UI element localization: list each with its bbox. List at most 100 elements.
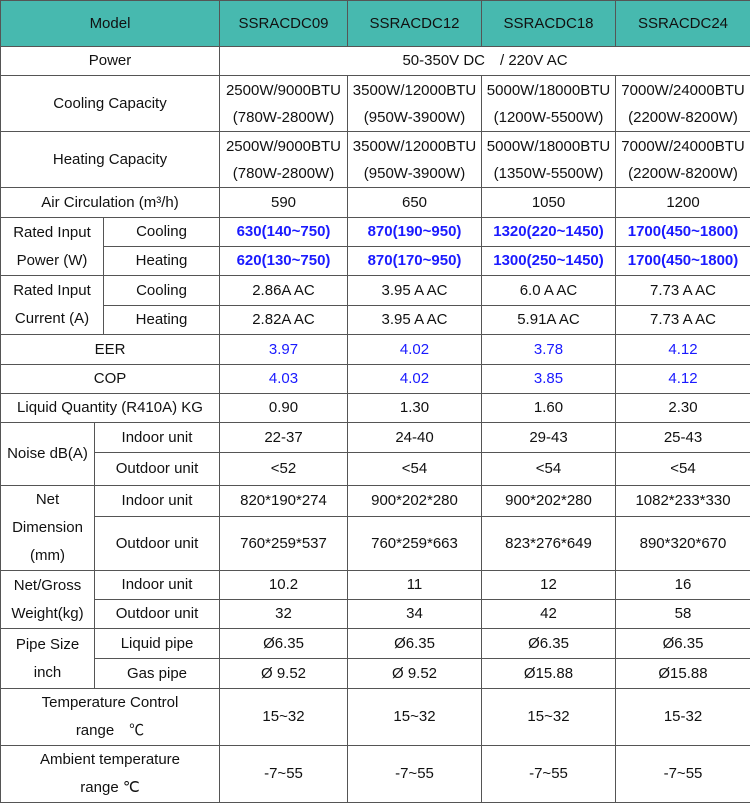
power-row: Power 50-350V DC / 220V AC — [1, 47, 750, 76]
sub-label: Heating — [104, 247, 220, 276]
label-line: range ℃ — [1, 717, 219, 745]
row-label: COP — [1, 365, 220, 394]
cell: 3.97 — [220, 335, 348, 365]
cell-line: (2200W-8200W) — [616, 160, 750, 187]
cell: Ø6.35 — [482, 629, 616, 659]
label-line: Power (W) — [1, 247, 103, 275]
sub-label: Outdoor unit — [95, 453, 220, 486]
cell: 890*320*670 — [616, 517, 750, 571]
cell: 3.85 — [482, 365, 616, 394]
cell: 590 — [220, 188, 348, 218]
cell: Ø6.35 — [348, 629, 482, 659]
row-label: Air Circulation (m³/h) — [1, 188, 220, 218]
label-line: Pipe Size — [1, 631, 94, 659]
cell: 630(140~750) — [220, 218, 348, 247]
cell: 620(130~750) — [220, 247, 348, 276]
cell: 2.82A AC — [220, 306, 348, 335]
noise-outdoor-row: Outdoor unit <52 <54 <54 <54 — [1, 453, 750, 486]
cell: 4.02 — [348, 365, 482, 394]
cell: 4.12 — [616, 335, 750, 365]
cell: 1320(220~1450) — [482, 218, 616, 247]
cell: 42 — [482, 600, 616, 629]
cell: 0.90 — [220, 394, 348, 423]
cell: 1050 — [482, 188, 616, 218]
cell: 760*259*537 — [220, 517, 348, 571]
cell: 25-43 — [616, 423, 750, 453]
cell: 5.91A AC — [482, 306, 616, 335]
sub-label: Cooling — [104, 218, 220, 247]
label-line: Current (A) — [1, 305, 103, 333]
sub-label: Outdoor unit — [95, 600, 220, 629]
sub-label: Gas pipe — [95, 659, 220, 689]
model-name: SSRACDC12 — [348, 1, 482, 47]
cell: 823*276*649 — [482, 517, 616, 571]
cell: 11 — [348, 571, 482, 600]
model-label: Model — [1, 1, 220, 47]
cell: 16 — [616, 571, 750, 600]
row-label: Cooling Capacity — [1, 76, 220, 132]
cell: 24-40 — [348, 423, 482, 453]
cell: 7000W/24000BTU(2200W-8200W) — [616, 76, 750, 132]
cell: 15~32 — [482, 689, 616, 746]
cell: 3500W/12000BTU(950W-3900W) — [348, 132, 482, 188]
label-line: Net/Gross — [1, 572, 94, 600]
cell: Ø15.88 — [616, 659, 750, 689]
cell: Ø 9.52 — [348, 659, 482, 689]
cell: 1700(450~1800) — [616, 218, 750, 247]
cell: 900*202*280 — [482, 486, 616, 517]
cell-line: 5000W/18000BTU — [482, 77, 615, 104]
row-label: Power — [1, 47, 220, 76]
cell: 2500W/9000BTU(780W-2800W) — [220, 132, 348, 188]
model-name: SSRACDC24 — [616, 1, 750, 47]
cell: 650 — [348, 188, 482, 218]
cell: Ø15.88 — [482, 659, 616, 689]
label-line: range ℃ — [1, 774, 219, 802]
label-line: (mm) — [1, 542, 94, 570]
cell: <54 — [616, 453, 750, 486]
cell: 4.02 — [348, 335, 482, 365]
cell: <52 — [220, 453, 348, 486]
cell: Ø6.35 — [616, 629, 750, 659]
sub-label: Liquid pipe — [95, 629, 220, 659]
cell: 3.78 — [482, 335, 616, 365]
liquid-quantity-row: Liquid Quantity (R410A) KG 0.90 1.30 1.6… — [1, 394, 750, 423]
header-row: Model SSRACDC09 SSRACDC12 SSRACDC18 SSRA… — [1, 1, 750, 47]
dimension-outdoor-row: Outdoor unit 760*259*537 760*259*663 823… — [1, 517, 750, 571]
label-line: Ambient temperature — [1, 746, 219, 774]
cell: 4.12 — [616, 365, 750, 394]
cell: 7.73 A AC — [616, 306, 750, 335]
row-label: Heating Capacity — [1, 132, 220, 188]
label-line: Rated Input — [1, 277, 103, 305]
cell: <54 — [348, 453, 482, 486]
cell: 34 — [348, 600, 482, 629]
cell: -7~55 — [616, 746, 750, 803]
cell: 58 — [616, 600, 750, 629]
cell: 12 — [482, 571, 616, 600]
label-line: Net — [1, 486, 94, 514]
cell: 5000W/18000BTU(1200W-5500W) — [482, 76, 616, 132]
cell-line: 2500W/9000BTU — [220, 133, 347, 160]
cell-line: (950W-3900W) — [348, 104, 481, 131]
cell-line: (2200W-8200W) — [616, 104, 750, 131]
cell: 3.95 A AC — [348, 306, 482, 335]
cell: 870(190~950) — [348, 218, 482, 247]
label-line: Rated Input — [1, 219, 103, 247]
label-line: Temperature Control — [1, 689, 219, 717]
cell: 7000W/24000BTU(2200W-8200W) — [616, 132, 750, 188]
cell: 4.03 — [220, 365, 348, 394]
cell: 6.0 A AC — [482, 276, 616, 306]
label-line: inch — [1, 659, 94, 687]
cell: 7.73 A AC — [616, 276, 750, 306]
cell-line: (950W-3900W) — [348, 160, 481, 187]
cell: 15-32 — [616, 689, 750, 746]
cell: 1.30 — [348, 394, 482, 423]
cell: 1700(450~1800) — [616, 247, 750, 276]
